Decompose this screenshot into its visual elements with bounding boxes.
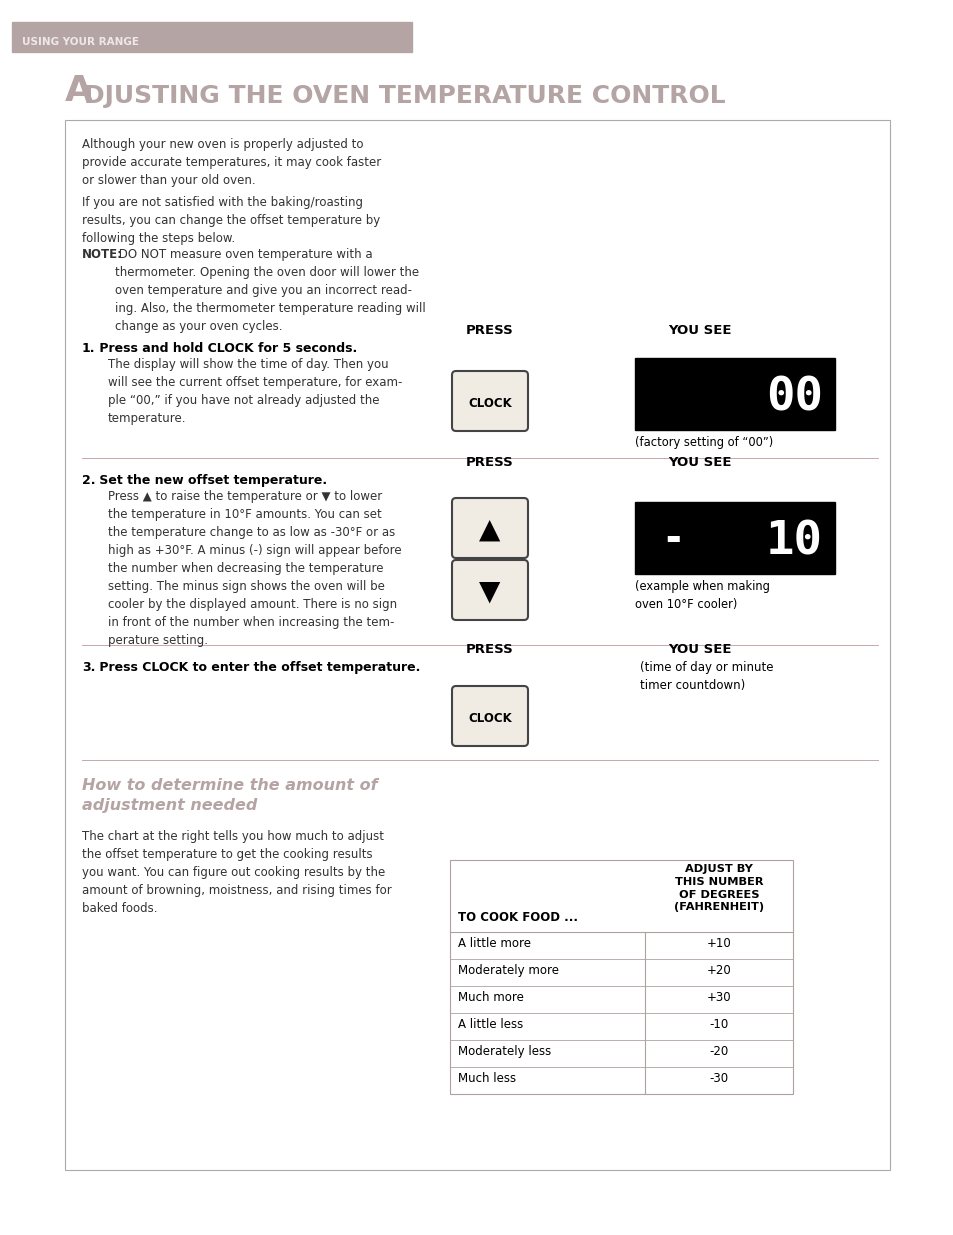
Text: A little more: A little more [457, 937, 531, 950]
Text: The chart at the right tells you how much to adjust
the offset temperature to ge: The chart at the right tells you how muc… [82, 830, 392, 915]
Text: ADJUST BY
THIS NUMBER
OF DEGREES
(FAHRENHEIT): ADJUST BY THIS NUMBER OF DEGREES (FAHREN… [673, 864, 763, 913]
FancyBboxPatch shape [452, 498, 527, 558]
FancyBboxPatch shape [452, 685, 527, 746]
Bar [635, 501, 834, 574]
Text: DJUSTING THE OVEN TEMPERATURE CONTROL: DJUSTING THE OVEN TEMPERATURE CONTROL [84, 84, 725, 107]
Text: -30: -30 [709, 1072, 728, 1086]
Text: Press and hold CLOCK for 5 seconds.: Press and hold CLOCK for 5 seconds. [95, 342, 356, 354]
Bar [450, 860, 792, 1094]
Text: How to determine the amount of
adjustment needed: How to determine the amount of adjustmen… [82, 778, 377, 813]
Text: (example when making
oven 10°F cooler): (example when making oven 10°F cooler) [635, 580, 769, 611]
Bar [12, 22, 412, 52]
Bar [635, 358, 834, 430]
Text: DO NOT measure oven temperature with a
thermometer. Opening the oven door will l: DO NOT measure oven temperature with a t… [115, 248, 425, 333]
Text: If you are not satisfied with the baking/roasting
results, you can change the of: If you are not satisfied with the baking… [82, 196, 380, 245]
Text: Moderately less: Moderately less [457, 1045, 551, 1058]
Text: 1.: 1. [82, 342, 95, 354]
Text: PRESS: PRESS [466, 324, 514, 337]
Bar [65, 120, 889, 1170]
Text: Although your new oven is properly adjusted to
provide accurate temperatures, it: Although your new oven is properly adjus… [82, 138, 381, 186]
Text: -10: -10 [709, 1018, 728, 1031]
Text: +20: +20 [706, 965, 731, 977]
Text: Much more: Much more [457, 990, 523, 1004]
Text: +30: +30 [706, 990, 731, 1004]
Text: USING YOUR RANGE: USING YOUR RANGE [22, 37, 139, 47]
Text: YOU SEE: YOU SEE [667, 643, 731, 656]
Text: PRESS: PRESS [466, 643, 514, 656]
Text: +10: +10 [706, 937, 731, 950]
Text: Press ▲ to raise the temperature or ▼ to lower
the temperature in 10°F amounts. : Press ▲ to raise the temperature or ▼ to… [108, 490, 401, 647]
Text: PRESS: PRESS [466, 456, 514, 469]
Text: YOU SEE: YOU SEE [667, 456, 731, 469]
FancyBboxPatch shape [452, 370, 527, 431]
Text: -: - [660, 521, 684, 559]
Text: 3.: 3. [82, 661, 95, 674]
Text: NOTE:: NOTE: [82, 248, 123, 261]
Text: Set the new offset temperature.: Set the new offset temperature. [95, 474, 327, 487]
Text: 10: 10 [765, 520, 822, 564]
Text: ▲: ▲ [478, 516, 500, 543]
FancyBboxPatch shape [452, 559, 527, 620]
Text: A little less: A little less [457, 1018, 522, 1031]
Text: ▼: ▼ [478, 578, 500, 606]
Text: YOU SEE: YOU SEE [667, 324, 731, 337]
Text: -20: -20 [709, 1045, 728, 1058]
Text: (factory setting of “00”): (factory setting of “00”) [635, 436, 773, 450]
Text: CLOCK: CLOCK [468, 396, 512, 410]
Text: (time of day or minute
timer countdown): (time of day or minute timer countdown) [639, 661, 773, 692]
Text: The display will show the time of day. Then you
will see the current offset temp: The display will show the time of day. T… [108, 358, 402, 425]
Text: Much less: Much less [457, 1072, 516, 1086]
Text: 00: 00 [765, 375, 822, 420]
Text: Moderately more: Moderately more [457, 965, 558, 977]
Text: Press CLOCK to enter the offset temperature.: Press CLOCK to enter the offset temperat… [95, 661, 420, 674]
Text: TO COOK FOOD ...: TO COOK FOOD ... [457, 911, 578, 924]
Text: 2.: 2. [82, 474, 95, 487]
Text: A: A [65, 74, 92, 107]
Text: CLOCK: CLOCK [468, 711, 512, 725]
